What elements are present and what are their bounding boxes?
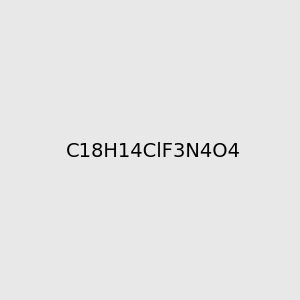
Text: C18H14ClF3N4O4: C18H14ClF3N4O4 bbox=[66, 142, 241, 161]
